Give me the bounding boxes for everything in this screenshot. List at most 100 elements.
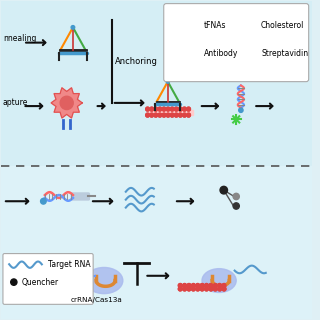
Text: Target RNA: Target RNA <box>48 260 91 268</box>
Circle shape <box>200 284 204 287</box>
Circle shape <box>205 284 208 287</box>
Bar <box>252 20 255 30</box>
Ellipse shape <box>85 268 123 294</box>
Circle shape <box>170 113 174 117</box>
FancyBboxPatch shape <box>164 4 309 82</box>
Circle shape <box>218 287 221 291</box>
Bar <box>1 1 312 166</box>
Circle shape <box>11 279 17 285</box>
Circle shape <box>162 113 166 117</box>
Text: Anchoring: Anchoring <box>115 57 158 66</box>
Circle shape <box>179 113 182 117</box>
Circle shape <box>200 287 204 291</box>
Circle shape <box>191 284 195 287</box>
Circle shape <box>213 287 217 291</box>
Circle shape <box>150 113 154 117</box>
Circle shape <box>150 107 154 111</box>
Circle shape <box>233 193 239 200</box>
Text: apture: apture <box>3 98 28 107</box>
Bar <box>148 110 193 115</box>
Circle shape <box>154 107 158 111</box>
Text: Cholesterol: Cholesterol <box>261 21 304 30</box>
Circle shape <box>213 284 217 287</box>
Ellipse shape <box>202 269 236 292</box>
Circle shape <box>166 107 170 111</box>
Circle shape <box>239 108 243 112</box>
Circle shape <box>191 287 195 291</box>
Circle shape <box>191 284 195 287</box>
Circle shape <box>222 284 226 287</box>
Circle shape <box>174 113 178 117</box>
Circle shape <box>205 284 208 287</box>
Circle shape <box>187 113 190 117</box>
Circle shape <box>183 107 186 111</box>
Circle shape <box>174 113 178 117</box>
Circle shape <box>200 284 204 287</box>
Circle shape <box>154 113 158 117</box>
Circle shape <box>187 287 191 291</box>
Circle shape <box>205 287 208 291</box>
Circle shape <box>209 287 213 291</box>
Text: Antibody: Antibody <box>204 49 238 58</box>
Circle shape <box>146 107 149 111</box>
Circle shape <box>178 284 182 287</box>
Circle shape <box>146 113 149 117</box>
Text: crRNA/Cas13a: crRNA/Cas13a <box>70 297 122 303</box>
Circle shape <box>150 107 154 111</box>
Circle shape <box>166 113 170 117</box>
Circle shape <box>191 287 195 291</box>
Circle shape <box>174 107 178 111</box>
Text: Quencher: Quencher <box>22 278 59 287</box>
Circle shape <box>200 287 204 291</box>
Circle shape <box>150 113 154 117</box>
Circle shape <box>213 287 217 291</box>
Circle shape <box>178 287 182 291</box>
FancyBboxPatch shape <box>71 193 89 200</box>
Circle shape <box>178 287 182 291</box>
Polygon shape <box>51 88 82 118</box>
Circle shape <box>196 287 200 291</box>
Circle shape <box>170 107 174 111</box>
Circle shape <box>158 113 162 117</box>
Circle shape <box>179 107 182 111</box>
Circle shape <box>162 107 166 111</box>
Circle shape <box>162 113 166 117</box>
Circle shape <box>218 284 221 287</box>
Circle shape <box>187 287 191 291</box>
Circle shape <box>166 80 169 83</box>
Text: tFNAs: tFNAs <box>204 21 226 30</box>
Circle shape <box>187 15 189 17</box>
Circle shape <box>187 107 190 111</box>
Circle shape <box>41 198 46 204</box>
Circle shape <box>158 113 162 117</box>
Circle shape <box>209 287 213 291</box>
Circle shape <box>146 107 149 111</box>
Circle shape <box>196 284 200 287</box>
Circle shape <box>179 113 182 117</box>
Circle shape <box>162 107 166 111</box>
Circle shape <box>60 96 73 109</box>
Text: nnealing: nnealing <box>3 34 36 43</box>
Circle shape <box>222 287 226 291</box>
Circle shape <box>187 113 190 117</box>
Circle shape <box>213 284 217 287</box>
Circle shape <box>183 287 187 291</box>
Circle shape <box>170 113 174 117</box>
Circle shape <box>174 107 178 111</box>
Circle shape <box>183 113 186 117</box>
Circle shape <box>183 113 186 117</box>
Circle shape <box>154 113 158 117</box>
Circle shape <box>222 287 226 291</box>
Circle shape <box>183 287 187 291</box>
Circle shape <box>187 284 191 287</box>
Circle shape <box>146 113 149 117</box>
FancyBboxPatch shape <box>3 253 93 304</box>
Circle shape <box>209 284 213 287</box>
Circle shape <box>178 284 182 287</box>
Bar <box>1 166 312 319</box>
Circle shape <box>209 284 213 287</box>
Circle shape <box>218 287 221 291</box>
Circle shape <box>233 203 239 209</box>
Circle shape <box>183 284 187 287</box>
Circle shape <box>154 107 158 111</box>
